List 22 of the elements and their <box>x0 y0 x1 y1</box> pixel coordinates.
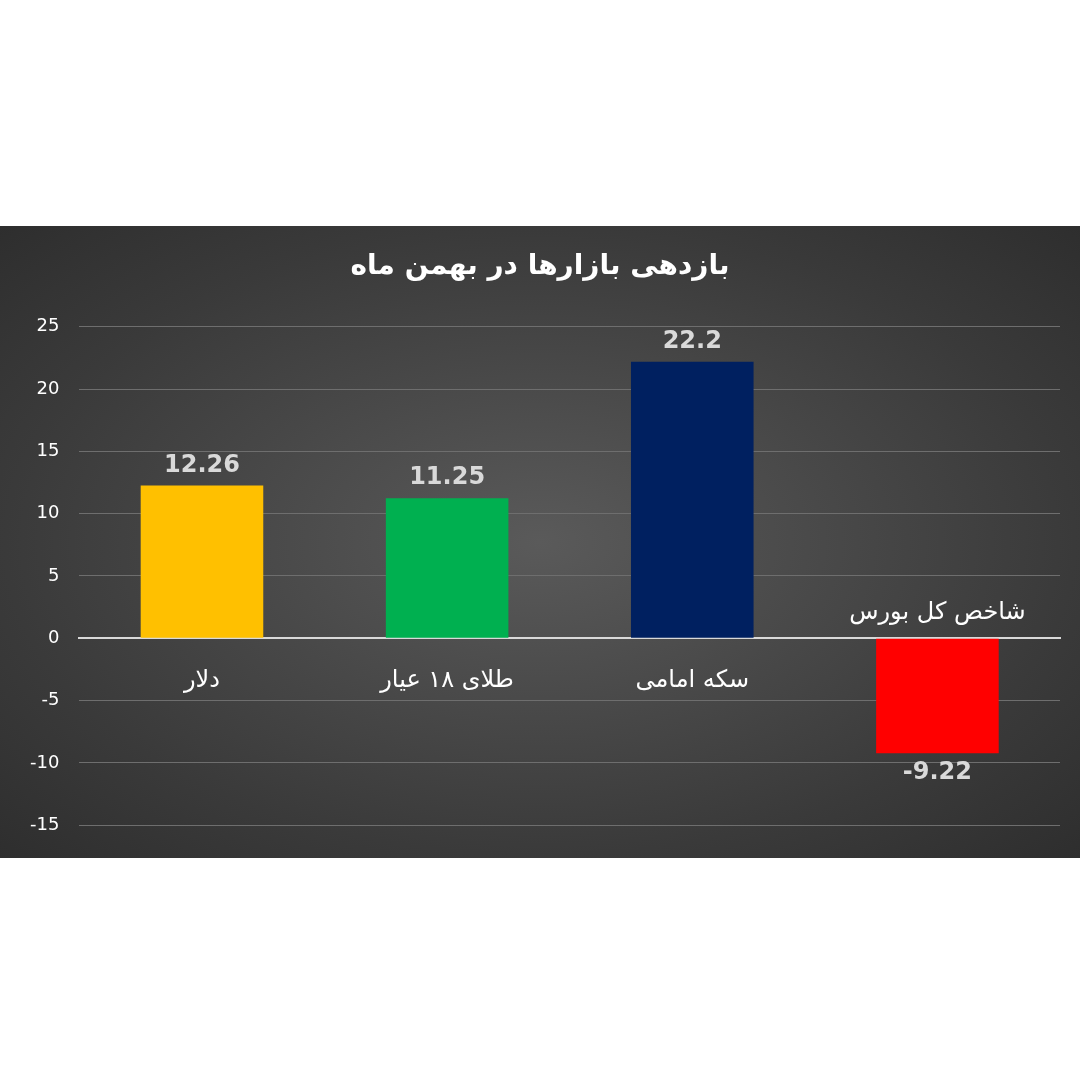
y-tick-label: 20 <box>36 376 60 398</box>
bar <box>630 361 754 638</box>
x-tick-label: سکه امامی <box>635 664 750 693</box>
bar <box>385 498 509 638</box>
y-tick-label: -5 <box>41 688 60 710</box>
data-label: 11.25 <box>409 462 486 491</box>
data-label: 12.26 <box>164 449 240 478</box>
x-tick-label: دلار <box>182 664 220 693</box>
x-tick-label: شاخص کل بورس <box>849 596 1026 625</box>
y-tick-label: 5 <box>47 563 60 585</box>
y-tick-label: 25 <box>36 314 60 336</box>
data-label: 22.2 <box>662 325 722 354</box>
bar <box>876 638 999 754</box>
y-tick-label: -15 <box>29 812 60 834</box>
y-tick-label: 0 <box>47 625 60 647</box>
y-tick-label: 15 <box>36 439 60 461</box>
bar <box>140 485 264 638</box>
chart-title: بازدهی بازارها در بهمن ماه <box>349 248 731 281</box>
y-tick-label: 10 <box>36 501 60 523</box>
y-tick-label: -10 <box>29 750 60 772</box>
data-label: -9.22 <box>902 757 973 786</box>
x-tick-label: طلای ۱۸ عیار <box>379 664 514 693</box>
